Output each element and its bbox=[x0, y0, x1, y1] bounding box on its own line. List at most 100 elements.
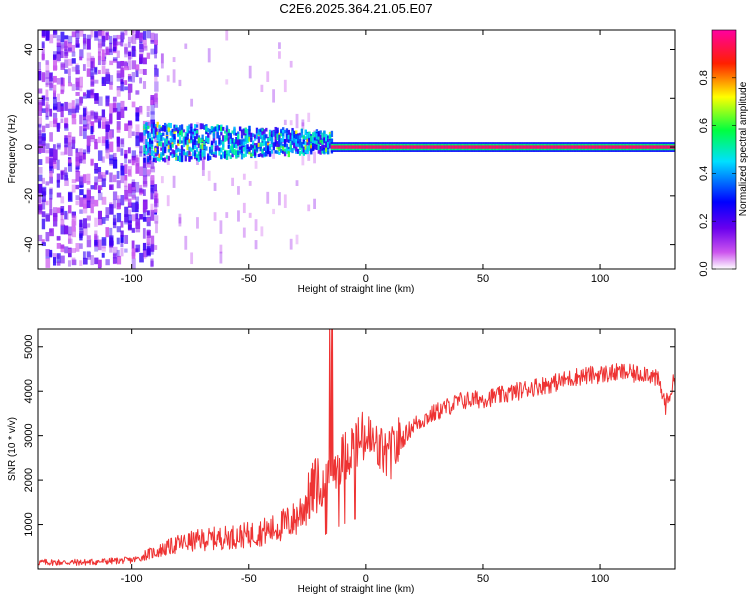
spectrogram-cell bbox=[112, 39, 117, 50]
spectrogram-cell bbox=[79, 175, 84, 186]
spectrogram-cell bbox=[205, 136, 208, 142]
colorbar-gradient bbox=[712, 30, 736, 269]
spectrogram-cell bbox=[41, 96, 45, 106]
spectrogram-cell bbox=[508, 145, 511, 149]
spectrogram-cell bbox=[489, 145, 492, 149]
spectrogram-cell bbox=[207, 127, 210, 132]
spectrogram-cell bbox=[52, 212, 58, 217]
spectrogram-cell bbox=[94, 31, 98, 38]
spectrogram-cell bbox=[75, 91, 80, 96]
spectrogram-cell bbox=[131, 158, 135, 166]
spectrogram-cell bbox=[298, 138, 302, 146]
spectrogram-cell bbox=[378, 145, 381, 149]
spectrogram-cell bbox=[173, 129, 176, 135]
spectrogram-cell bbox=[143, 157, 146, 163]
spectrogram-cell bbox=[56, 142, 61, 148]
spectrogram-cell bbox=[86, 34, 92, 40]
spectrogram-cell bbox=[242, 153, 246, 158]
spectrogram-cell bbox=[75, 65, 80, 75]
spectrogram-cell bbox=[101, 30, 105, 40]
spectrogram-cell bbox=[628, 145, 630, 149]
spectrogram-cell bbox=[41, 211, 46, 218]
spectrogram-cell bbox=[60, 151, 65, 156]
spectrogram-cell bbox=[547, 145, 549, 149]
spectrogram-cell bbox=[101, 121, 107, 129]
snr-y-tick-label: 1000 bbox=[23, 512, 35, 536]
spectrogram-cell bbox=[242, 141, 246, 146]
spectrogram-cell bbox=[180, 140, 184, 144]
spectrogram-cell bbox=[578, 145, 581, 149]
spectrogram-cell bbox=[75, 167, 80, 172]
spectrogram-cell bbox=[142, 228, 146, 239]
spectrogram-cell bbox=[97, 136, 101, 144]
spectrogram-cell bbox=[154, 75, 158, 82]
spectrogram-cell bbox=[225, 79, 229, 85]
spectrogram-cell bbox=[298, 150, 302, 156]
spectrogram-cell bbox=[145, 150, 148, 155]
spectrogram-cell bbox=[158, 128, 161, 136]
spectrogram-cell bbox=[237, 186, 240, 195]
spectrogram-cell bbox=[227, 150, 231, 155]
spectrogram-cell bbox=[60, 255, 65, 264]
spectrogram-cell bbox=[225, 212, 229, 218]
spectrogram-cell bbox=[293, 130, 296, 135]
spectrogram-cell bbox=[276, 134, 279, 141]
spectrogram-cell bbox=[619, 145, 622, 149]
spectrogram-cell bbox=[319, 146, 322, 152]
spectrogram-cell bbox=[45, 200, 49, 206]
spectrogram-cell bbox=[142, 166, 148, 177]
spectrogram-cell bbox=[112, 174, 117, 183]
spectrogram-cell bbox=[127, 60, 132, 70]
spectrogram-cell bbox=[662, 145, 664, 149]
spectrogram-cell bbox=[283, 119, 287, 126]
spectrogram-cell bbox=[145, 122, 148, 126]
spectrogram-cell bbox=[173, 124, 176, 128]
spectrogram-cell bbox=[60, 118, 64, 124]
spectrogram-cell bbox=[481, 145, 484, 149]
spectrogram-cell bbox=[267, 150, 270, 155]
spectrogram-cell bbox=[244, 137, 247, 142]
spectrogram-cell bbox=[45, 70, 50, 79]
spectrogram-cell bbox=[116, 195, 120, 203]
spectrogram-cell bbox=[86, 58, 92, 68]
spectrogram-cell bbox=[105, 227, 110, 238]
spectrogram-cell bbox=[254, 219, 258, 231]
spectrogram-cell bbox=[263, 147, 266, 151]
spectrogram-cell bbox=[214, 151, 217, 156]
spectrogram-cell bbox=[267, 145, 270, 152]
spectrogram-cell bbox=[356, 145, 358, 149]
spectrogram-cell bbox=[195, 130, 199, 134]
spectrogram-cell bbox=[116, 212, 122, 223]
spectrogram-cell bbox=[372, 145, 375, 149]
spectrogram-cell bbox=[555, 145, 557, 149]
spectrogram-cell bbox=[52, 96, 57, 104]
spectrogram-cell bbox=[182, 150, 186, 156]
spectrogram-cell bbox=[109, 75, 114, 85]
spectrogram-cell bbox=[79, 197, 84, 207]
spectrogram-cell bbox=[313, 151, 316, 164]
spectrogram-cell bbox=[131, 155, 137, 161]
spectrogram-cell bbox=[71, 226, 76, 238]
spectrogram-cell bbox=[652, 145, 655, 149]
spectrogram-cell bbox=[45, 143, 50, 150]
spectrogram-cell bbox=[112, 191, 118, 201]
spectrogram-cell bbox=[127, 76, 132, 82]
spectrogram-cell bbox=[308, 145, 311, 151]
spectrogram-cell bbox=[124, 47, 129, 55]
spectrogram-cell bbox=[379, 145, 382, 149]
spectrogram-cell bbox=[124, 86, 128, 91]
spectrogram-cell bbox=[158, 124, 161, 130]
spectrogram-cell bbox=[525, 145, 527, 149]
spectrogram-cell bbox=[71, 118, 77, 125]
spectrogram-cell bbox=[225, 125, 229, 130]
spectrogram-cell bbox=[268, 144, 272, 148]
spectrogram-cell bbox=[298, 142, 302, 148]
spectrogram-cell bbox=[79, 223, 83, 230]
spectrogram-cell bbox=[112, 153, 117, 161]
spectrogram-cell bbox=[75, 195, 81, 201]
spectrogram-cell bbox=[139, 188, 144, 193]
spectrogram-cell bbox=[169, 137, 172, 144]
spectrogram-cell bbox=[186, 139, 189, 147]
spectrogram-cell bbox=[197, 143, 201, 149]
spectrogram-cell bbox=[298, 135, 302, 141]
